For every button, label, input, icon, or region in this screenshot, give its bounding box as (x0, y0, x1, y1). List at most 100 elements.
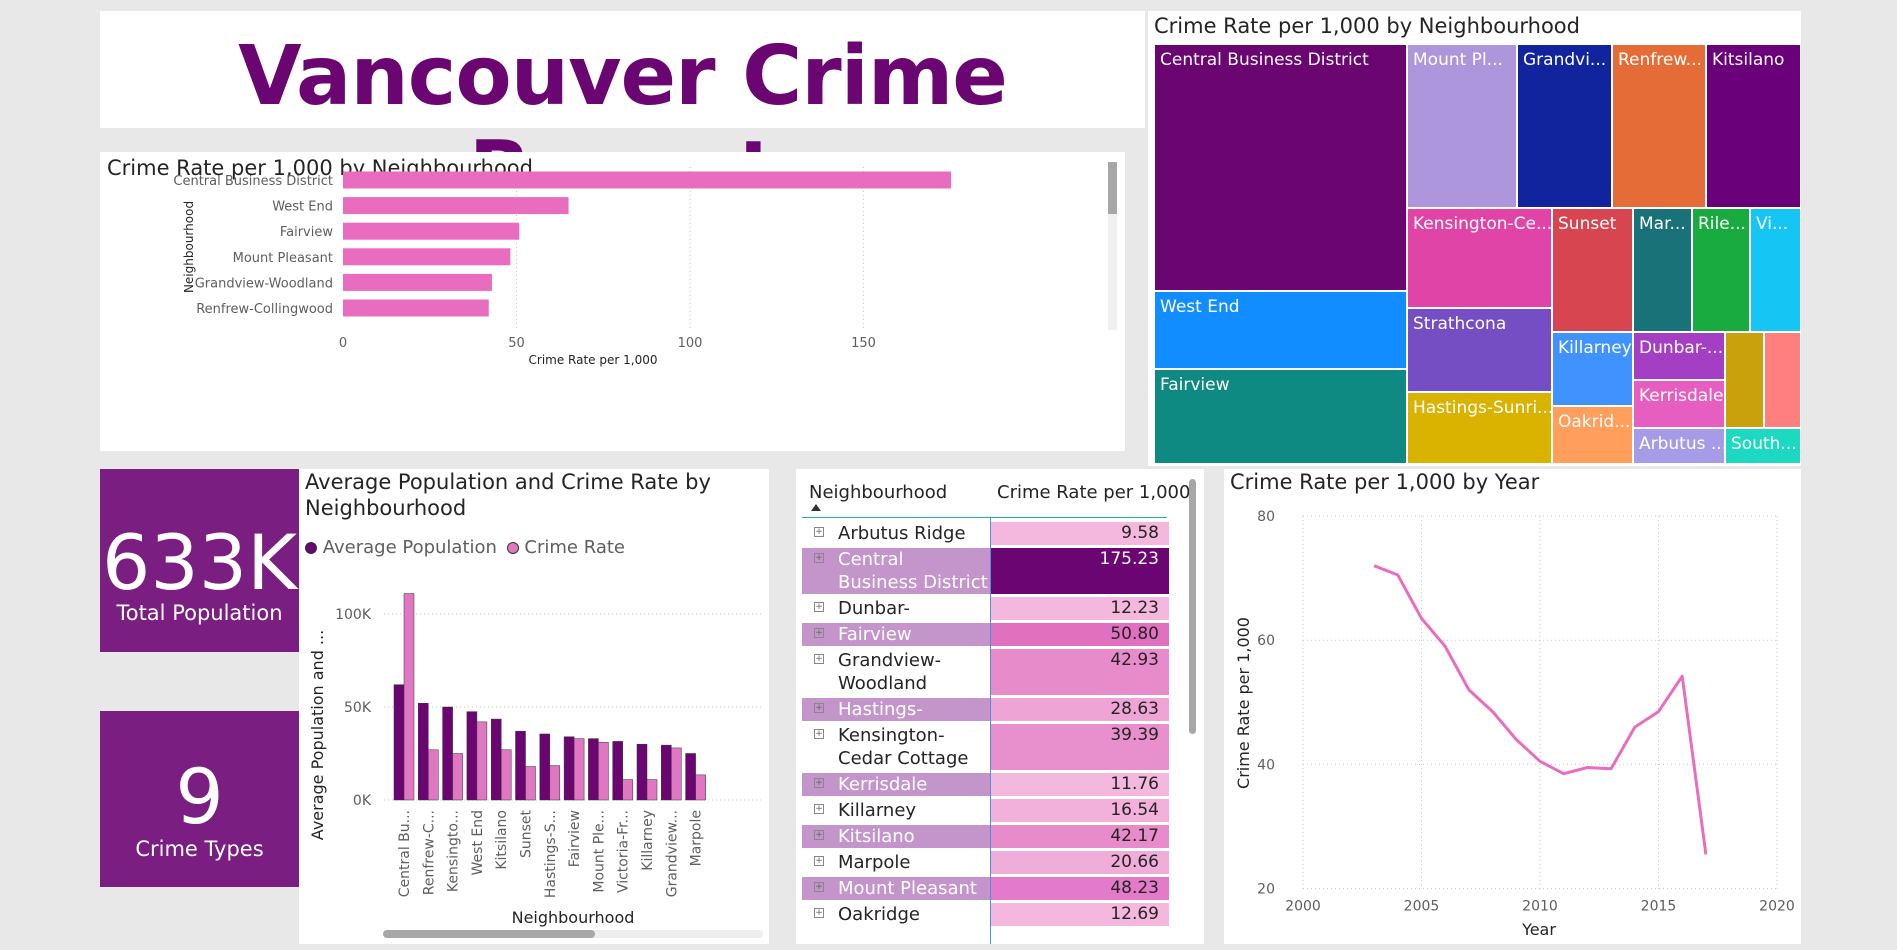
x-tick-label: 150 (851, 336, 876, 351)
treemap-cell[interactable]: Renfrew... (1613, 45, 1705, 207)
expand-icon[interactable]: + (814, 553, 824, 563)
treemap-cell[interactable]: Rile... (1693, 209, 1749, 331)
expand-icon[interactable]: + (814, 703, 824, 713)
expand-icon[interactable]: + (814, 527, 824, 537)
treemap-cell[interactable]: Kitsilano (1707, 45, 1800, 207)
treemap-cell[interactable]: Vi... (1751, 209, 1800, 331)
combo-chart-panel[interactable]: Average Population and Crime Rate by Nei… (299, 469, 769, 944)
bar-crime-rate (622, 779, 633, 801)
treemap-label: Fairview (1160, 375, 1230, 395)
line-chart-panel[interactable]: Crime Rate per 1,000 by Year 20 40 60 80 200… (1224, 469, 1801, 944)
x-tick-label: Hastings-S... (543, 810, 559, 898)
treemap-cell[interactable]: Kensington-Ce... (1408, 209, 1551, 307)
bar-population (636, 743, 648, 801)
treemap-cell[interactable]: Dunbar-... (1634, 333, 1724, 379)
table-cell-neighbourhood: Mount Pleasant (802, 877, 992, 900)
table-row[interactable]: Kerrisdale +11.76 (802, 773, 1169, 796)
y-axis-title: Crime Rate per 1,000 (1234, 617, 1253, 789)
treemap-cell[interactable]: Strathcona (1408, 309, 1551, 391)
bar-population (490, 718, 502, 801)
table-row[interactable]: Dunbar- +12.23 (802, 597, 1169, 620)
treemap-cell[interactable]: Hastings-Sunri... (1408, 393, 1551, 463)
table-row[interactable]: Fairview +50.80 (802, 623, 1169, 646)
table-cell-crime-rate: 11.76 (991, 773, 1169, 796)
bar-chart[interactable]: 0 50 100 150 Central Business District West E… (100, 152, 1125, 451)
treemap-label: Strathcona (1413, 314, 1507, 334)
expand-icon[interactable]: + (814, 729, 824, 739)
combo-scrollbar-thumb[interactable] (383, 930, 595, 938)
line-chart[interactable]: 20 40 60 80 2000 2005 2010 2015 2020 Crime Rate p… (1224, 469, 1801, 944)
expand-icon[interactable]: + (814, 830, 824, 840)
bar-population (661, 744, 672, 801)
bar-crime-rate (525, 766, 536, 801)
expand-icon[interactable]: + (814, 908, 824, 918)
table-row[interactable]: Grandview-Woodland +42.93 (802, 649, 1169, 695)
treemap-panel[interactable]: Crime Rate per 1,000 by Neighbourhood Ce… (1148, 11, 1801, 466)
treemap-cell[interactable]: Sunset (1553, 209, 1632, 331)
expand-icon[interactable]: + (814, 602, 824, 612)
kpi-value: 9 (175, 752, 224, 841)
table-cell-neighbourhood: Kitsilano (802, 825, 992, 848)
y-axis-title: Neighbourhood (182, 201, 196, 293)
table-row[interactable]: Mount Pleasant +48.23 (802, 877, 1169, 900)
bar-crime-rate (598, 742, 609, 801)
table-scrollbar-thumb[interactable] (1189, 479, 1196, 734)
table-cell-neighbourhood: Arbutus Ridge (802, 522, 992, 545)
expand-icon[interactable]: + (814, 654, 824, 664)
treemap[interactable]: Central Business District West End Fairvie… (1155, 45, 1800, 473)
table-row[interactable]: Killarney +16.54 (802, 799, 1169, 822)
table-row[interactable]: Oakridge +12.69 (802, 903, 1169, 926)
y-tick-label: Mount Pleasant (233, 251, 333, 266)
expand-icon[interactable]: + (814, 856, 824, 866)
table-panel[interactable]: Neighbourhood Crime Rate per 1,000 Arbut… (796, 469, 1204, 944)
combo-chart[interactable]: 0K 50K 100K Central Bu... Renfrew-C... Kensin… (299, 469, 769, 944)
treemap-cell[interactable] (1726, 333, 1763, 427)
treemap-cell[interactable]: West End (1155, 292, 1406, 368)
x-tick-label: West End (470, 810, 486, 875)
table-row[interactable]: Central Business District +175.23 (802, 548, 1169, 594)
y-tick-label: 60 (1257, 633, 1275, 649)
treemap-cell[interactable]: Central Business District (1155, 45, 1406, 290)
treemap-cell[interactable]: Mount Pl... (1408, 45, 1516, 207)
table-cell-crime-rate: 12.69 (991, 903, 1169, 926)
treemap-cell[interactable]: Kerrisdale (1634, 381, 1724, 427)
table-cell-neighbourhood: Central Business District (802, 548, 992, 594)
legend-dot-crime-rate (506, 542, 519, 554)
bar-crime-rate (428, 749, 439, 801)
expand-icon[interactable]: + (814, 628, 824, 638)
bar (343, 222, 520, 240)
treemap-label: Hastings-Sunri... (1413, 398, 1551, 418)
treemap-label: Sunset (1558, 214, 1617, 234)
x-tick-label: Fairview (567, 810, 583, 867)
table-header-crime-rate[interactable]: Crime Rate per 1,000 (997, 482, 1191, 503)
treemap-cell[interactable]: Killarney (1553, 333, 1632, 405)
table-cell-neighbourhood: Kensington-Cedar Cottage (802, 724, 992, 770)
treemap-label: Killarney (1558, 338, 1632, 358)
treemap-label: Renfrew... (1618, 50, 1702, 70)
table-row[interactable]: Marpole +20.66 (802, 851, 1169, 874)
expand-icon[interactable]: + (814, 804, 824, 814)
treemap-cell[interactable]: Arbutus ... (1634, 429, 1724, 463)
kpi-total-population: 633K Total Population (100, 469, 299, 652)
treemap-cell[interactable]: Grandvi... (1518, 45, 1611, 207)
table-row[interactable]: Kitsilano +42.17 (802, 825, 1169, 848)
treemap-cell[interactable]: South... (1726, 429, 1800, 463)
expand-icon[interactable]: + (814, 882, 824, 892)
table-row[interactable]: Hastings-Sunrise+28.63 (802, 698, 1169, 721)
y-tick-label: 0K (353, 793, 372, 809)
table-cell-crime-rate: 20.66 (991, 851, 1169, 874)
treemap-cell[interactable]: Mar... (1634, 209, 1691, 331)
treemap-cell[interactable] (1765, 333, 1800, 427)
treemap-cell[interactable]: Oakrid... (1553, 407, 1632, 463)
table-row[interactable]: Kensington-Cedar Cottage +39.39 (802, 724, 1169, 770)
x-tick-label: 100 (678, 336, 703, 351)
x-axis-title: Crime Rate per 1,000 (529, 353, 658, 367)
expand-icon[interactable]: + (814, 778, 824, 788)
treemap-cell[interactable]: Fairview (1155, 370, 1406, 463)
x-tick-label: 2020 (1759, 899, 1795, 915)
table-header-neighbourhood[interactable]: Neighbourhood (809, 482, 948, 503)
bar-population (466, 711, 478, 801)
legend-label-population: Average Population (322, 537, 497, 558)
table-row[interactable]: Arbutus Ridge +9.58 (802, 522, 1169, 545)
